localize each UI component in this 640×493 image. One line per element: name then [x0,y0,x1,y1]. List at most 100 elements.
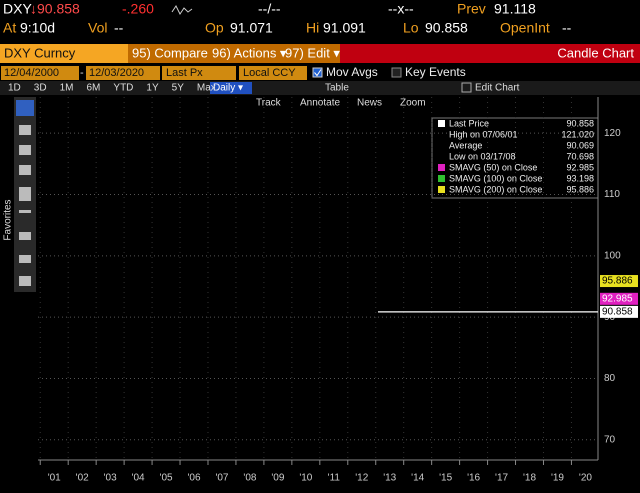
trend-icon [171,5,193,15]
legend-value: 90.069 [566,140,594,150]
start-date-box[interactable] [1,66,79,80]
range-button[interactable]: 1D [8,83,21,94]
open-label: Op [205,20,224,36]
tool-icon[interactable] [19,255,31,263]
sidebar-icons [19,125,31,286]
range-button[interactable]: YTD [113,83,133,94]
tool-icon[interactable] [19,125,31,135]
range-button[interactable]: 6M [87,83,101,94]
y-tick-label: 70 [604,434,616,445]
x-tick-label: '05 [160,473,173,484]
edit-chart-button[interactable]: Edit Chart [475,83,520,94]
low-label: Lo [403,20,419,36]
value-tag-label: 92.985 [602,293,633,304]
range-button[interactable]: 3D [34,83,47,94]
chart-tool[interactable]: News [357,98,382,109]
key-events-checkbox[interactable] [391,67,402,78]
range-button[interactable]: 1M [60,83,74,94]
security-box[interactable] [0,44,128,63]
legend-value: 70.698 [566,151,594,161]
tool-icon[interactable] [19,187,31,201]
value-tag-label: 90.858 [602,307,633,318]
prev-value: 91.118 [494,1,536,17]
open-value: 91.071 [230,20,273,36]
x-tick-label: '04 [132,473,145,484]
x-tick-label: '15 [439,473,452,484]
date-dash: - [80,67,84,79]
period-box[interactable] [210,82,252,94]
oi-label: OpenInt [500,20,550,36]
tool-icon[interactable] [19,276,31,286]
start-date[interactable]: 12/04/2000 [4,67,59,79]
x-tick-label: '20 [579,473,592,484]
range-bar [0,81,640,95]
y-tick-label: 110 [604,189,620,200]
high-label: Hi [306,20,319,36]
value-tag-label: 95.886 [602,276,633,287]
vol-value: -- [114,20,124,36]
legend-value: 121.020 [561,129,594,139]
currency-box[interactable] [239,66,307,80]
chart-tool[interactable]: Track [256,98,282,109]
ticker: DXY [3,1,32,17]
value-tag [600,275,638,288]
chart-name-bar [340,44,640,63]
tool-icon[interactable] [19,165,31,175]
bid-ask: --x-- [388,1,414,17]
edit-chart-icon [461,82,472,93]
legend-value: 92.985 [566,162,594,172]
edit-button[interactable]: 97) Edit ▾ [285,45,340,60]
x-tick-label: '19 [551,473,564,484]
x-tick-label: '12 [355,473,368,484]
x-tick-label: '16 [467,473,480,484]
legend-label: SMAVG (50) on Close [449,162,537,172]
x-tick-label: '11 [328,473,341,484]
pointer-tool[interactable] [16,100,34,116]
actions-button[interactable]: 96) Actions ▾ [212,45,287,60]
x-tick-label: '13 [383,473,396,484]
low-value: 90.858 [425,20,468,36]
time-field: --/-- [258,1,281,17]
tool-icon[interactable] [19,145,31,155]
field-box[interactable] [162,66,236,80]
check-mark [314,69,322,77]
x-tick-label: '08 [243,473,256,484]
field[interactable]: Last Px [166,67,203,79]
legend-label: Average [449,140,482,150]
x-tick-label: '18 [523,473,536,484]
tool-icon[interactable] [19,210,31,213]
legend-label: Low on 03/17/08 [449,151,516,161]
legend-label: High on 07/06/01 [449,129,518,139]
value-tag [600,292,638,305]
x-tick-label: '06 [188,473,201,484]
legend-label: SMAVG (200) on Close [449,184,542,194]
currency[interactable]: Local CCY [243,67,296,79]
tool-icon[interactable] [19,232,31,240]
mov-avgs-checkbox[interactable] [312,67,323,78]
legend-swatch [438,120,445,127]
x-tick-label: '03 [104,473,117,484]
chart-tool[interactable]: Zoom [400,98,426,109]
vol-label: Vol [88,20,107,36]
x-tick-label: '10 [299,473,312,484]
end-date-box[interactable] [86,66,160,80]
table-button[interactable]: Table [325,83,349,94]
range-button[interactable]: Max [197,83,216,94]
key-events[interactable]: Key Events [405,65,466,79]
compare-button[interactable]: 95) Compare [132,45,208,60]
legend-swatch [438,186,445,193]
chart-tool[interactable]: Annotate [300,98,340,109]
end-date[interactable]: 12/03/2020 [89,67,144,79]
legend-value: 95.886 [566,184,594,194]
range-button[interactable]: 1Y [146,83,159,94]
period[interactable]: Daily ▾ [213,83,243,94]
x-tick-label: '07 [215,473,228,484]
mov-avgs[interactable]: Mov Avgs [326,65,378,79]
security[interactable]: DXY Curncy [4,45,76,60]
x-tick-label: '14 [411,473,424,484]
y-tick-label: 120 [604,128,621,139]
value-tag [600,305,638,318]
y-tick-label: 100 [604,250,621,261]
range-button[interactable]: 5Y [172,83,185,94]
